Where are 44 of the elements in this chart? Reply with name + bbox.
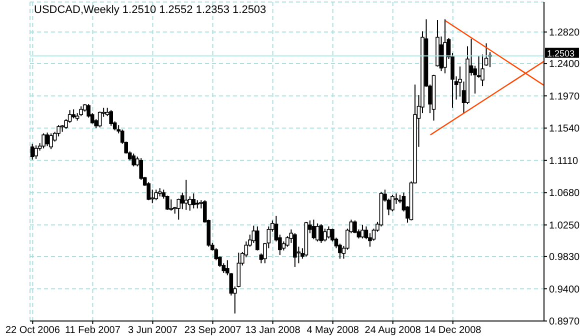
y-tick-label: 1.1540 [549, 124, 580, 135]
x-tick-label: 24 Aug 2008 [364, 325, 422, 336]
y-tick-label: 1.1110 [549, 156, 579, 167]
candlestick [480, 54, 484, 87]
candlestick [34, 144, 38, 160]
candlestick [30, 143, 34, 160]
candlestick [132, 153, 136, 167]
candlestick [316, 222, 320, 242]
candlestick [79, 106, 83, 117]
y-tick-label: 1.2820 [549, 28, 580, 39]
y-tick-label: 0.8970 [549, 316, 580, 328]
candlestick [293, 232, 297, 268]
candlestick [390, 194, 394, 212]
candlestick [42, 132, 46, 149]
y-tick-label: 1.2400 [549, 59, 580, 70]
y-tick-label: 0.9830 [549, 252, 580, 263]
x-tick-label: 3 Jun 2007 [128, 325, 178, 336]
candlestick [360, 224, 364, 239]
candlestick [49, 132, 53, 150]
candlestick [72, 108, 76, 119]
chart-title: USDCAD,Weekly 1.2510 1.2552 1.2353 1.2503 [34, 4, 266, 16]
candlestick [319, 224, 324, 244]
y-tick-label: 0.9400 [549, 284, 580, 296]
candlestick [45, 132, 50, 147]
x-tick-label: 4 May 2008 [306, 325, 360, 336]
candlestick [98, 111, 102, 128]
x-tick-label: 23 Sep 2007 [184, 325, 242, 336]
ref-line-label: 1.2503 [547, 48, 575, 58]
x-tick-label: 22 Oct 2006 [5, 325, 60, 336]
y-tick-label: 1.0250 [549, 220, 580, 232]
candlestick [154, 189, 158, 201]
candlestick [326, 226, 331, 239]
candlestick [192, 192, 196, 209]
candlestick [184, 179, 188, 210]
candlestick [169, 198, 174, 212]
candlestick [256, 226, 260, 251]
x-tick-label: 14 Dec 2008 [424, 325, 482, 336]
x-tick-label: 13 Jan 2008 [245, 325, 301, 336]
candlestick [323, 228, 327, 242]
y-tick-label: 1.1970 [549, 91, 580, 102]
x-tick-label: 11 Feb 2007 [65, 325, 121, 336]
candlestick [109, 110, 113, 126]
candlestick [312, 219, 316, 240]
y-tick-label: 1.0680 [549, 188, 580, 200]
